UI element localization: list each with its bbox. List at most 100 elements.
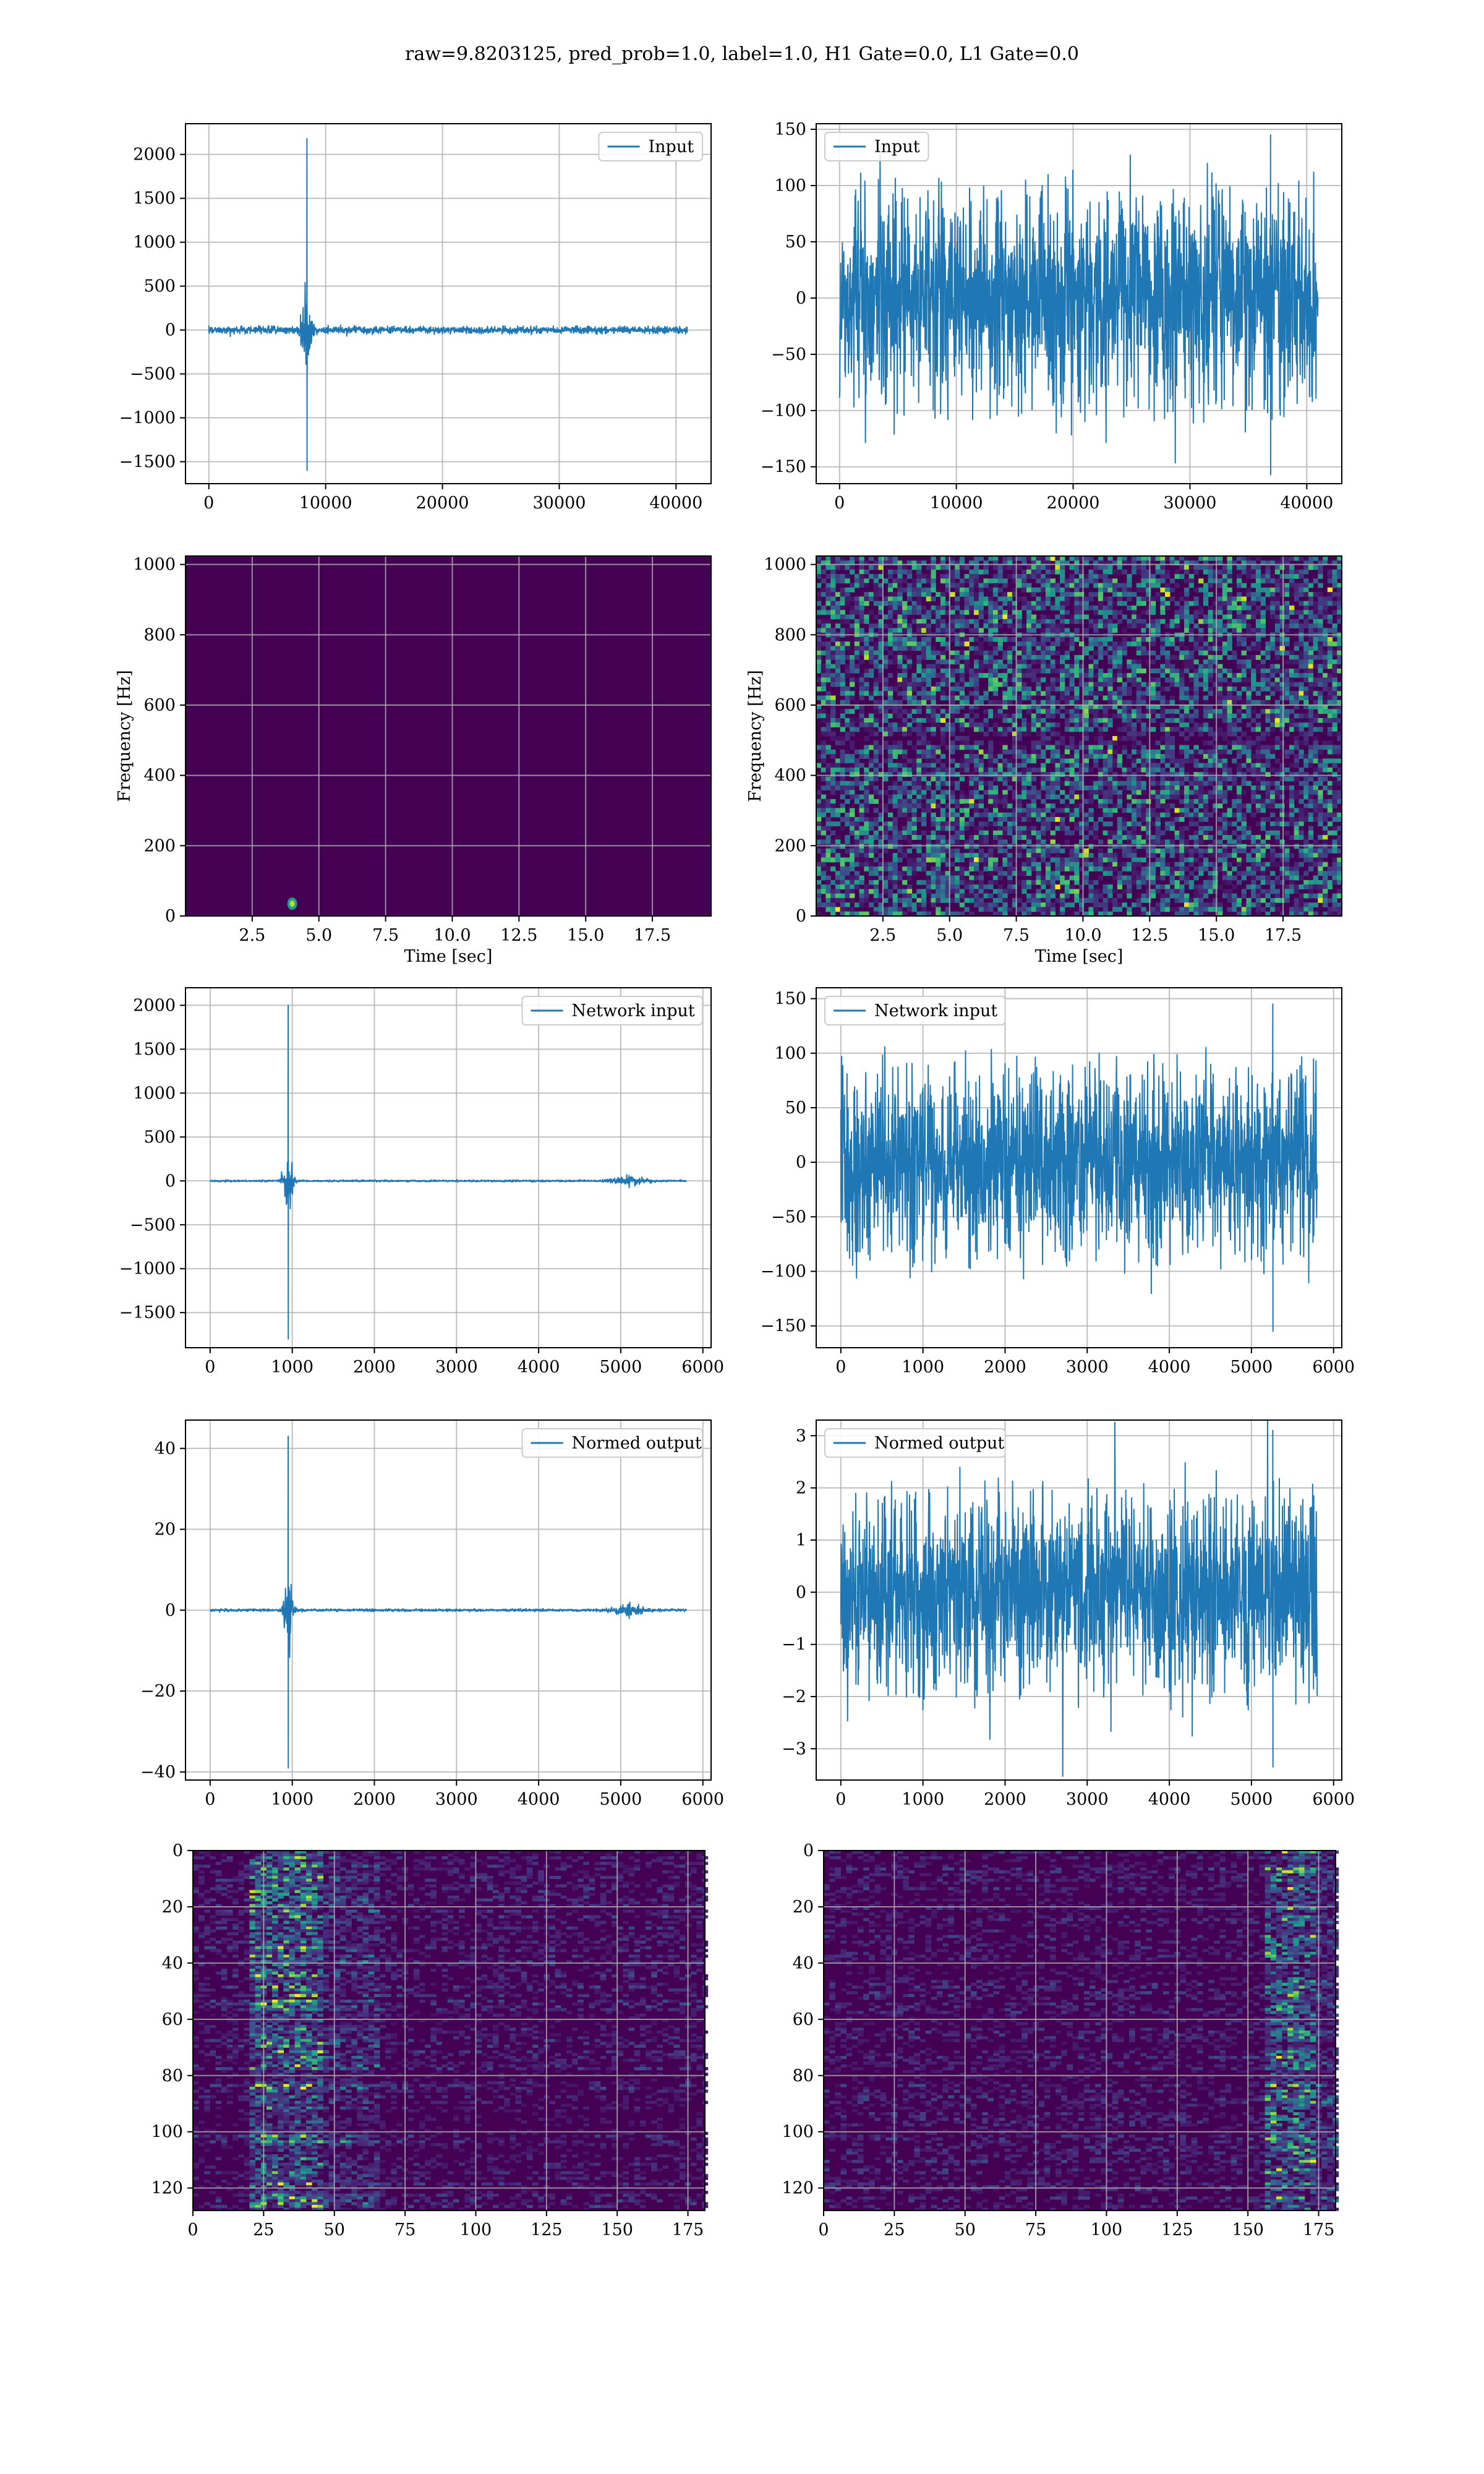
heatmap-cell <box>1026 641 1032 647</box>
heatmap-cell <box>1031 830 1037 836</box>
heatmap-cell <box>1318 614 1323 620</box>
heatmap-cell <box>1060 560 1065 566</box>
heatmap-cell <box>902 830 908 836</box>
heatmap-cell <box>1323 601 1328 606</box>
heatmap-cell <box>1017 686 1022 691</box>
heatmap-cell <box>1198 781 1204 786</box>
heatmap-cell <box>983 565 989 570</box>
heatmap-cell <box>1141 767 1146 773</box>
heatmap-cell <box>1274 709 1281 714</box>
heatmap-cell <box>1303 578 1309 584</box>
heatmap-cell <box>1237 717 1242 723</box>
heatmap-cell <box>878 816 884 822</box>
heatmap-cell <box>978 749 984 755</box>
heatmap-cell <box>1327 695 1333 701</box>
heatmap-cell <box>845 717 850 723</box>
heatmap-cell <box>1251 772 1256 777</box>
heatmap-cell <box>1227 682 1232 687</box>
heatmap-cell <box>997 754 1003 759</box>
heatmap-cell <box>1203 700 1209 705</box>
heatmap-cell <box>1203 565 1209 570</box>
heatmap-cell <box>1093 592 1099 597</box>
heatmap-cell <box>1289 565 1295 570</box>
heatmap-cell <box>1150 853 1156 858</box>
heatmap-cell <box>1069 816 1075 822</box>
heatmap-cell <box>1031 700 1037 705</box>
heatmap-cell <box>1188 803 1195 808</box>
heatmap-cell <box>825 767 831 773</box>
heatmap-cell <box>840 659 845 665</box>
heatmap-cell <box>1318 758 1323 764</box>
heatmap-cell <box>1102 772 1108 777</box>
heatmap-cell <box>1146 758 1151 764</box>
heatmap-cell <box>1107 578 1113 584</box>
heatmap-cell <box>1217 798 1223 804</box>
x-tick-label: 20000 <box>416 494 469 513</box>
heatmap-cell <box>1169 677 1175 683</box>
heatmap-cell <box>955 848 960 854</box>
heatmap-cell <box>1279 727 1285 732</box>
heatmap-cell <box>1241 664 1247 669</box>
heatmap-cell <box>1203 812 1209 818</box>
heatmap-cell <box>1112 583 1118 588</box>
heatmap-cell <box>1188 727 1195 732</box>
heatmap-cell <box>883 808 889 813</box>
heatmap-cell <box>1327 731 1333 737</box>
heatmap-cell <box>1021 578 1027 584</box>
heatmap-cell <box>1318 641 1323 647</box>
heatmap-cell <box>850 587 855 593</box>
heatmap-cell <box>1165 740 1171 746</box>
heatmap-cell <box>1303 839 1309 845</box>
heatmap-cell <box>1069 664 1075 669</box>
heatmap-cell <box>878 673 884 678</box>
heatmap-cell <box>887 745 893 750</box>
heatmap-cell <box>1284 754 1290 759</box>
heatmap-cell <box>1327 673 1333 678</box>
heatmap-cell <box>1031 668 1037 674</box>
heatmap-cell <box>1308 650 1314 656</box>
heatmap-cell <box>1246 830 1252 836</box>
heatmap-cell <box>1122 808 1127 813</box>
heatmap-cell <box>1079 727 1085 732</box>
heatmap-cell <box>1237 736 1242 741</box>
heatmap-cell <box>1050 668 1055 674</box>
heatmap-cell <box>992 803 999 808</box>
heatmap-cell <box>864 641 869 647</box>
heatmap-cell <box>950 722 955 728</box>
heatmap-cell <box>1021 785 1027 790</box>
heatmap-cell <box>1274 596 1281 602</box>
heatmap-cell <box>969 560 974 566</box>
heatmap-cell <box>1041 691 1046 696</box>
heatmap-cell <box>983 812 989 818</box>
heatmap-cell <box>845 781 850 786</box>
heatmap-cell <box>964 695 970 701</box>
heatmap-cell <box>1012 682 1018 687</box>
heatmap-cell <box>1017 596 1022 602</box>
heatmap-cell <box>955 798 960 804</box>
heatmap-cell <box>992 618 999 624</box>
heatmap-cell <box>1146 821 1151 827</box>
heatmap-cell <box>859 659 864 665</box>
heatmap-cell <box>1041 614 1046 620</box>
heatmap-cell <box>1117 830 1123 836</box>
heatmap-cell <box>1165 556 1171 561</box>
heatmap-cell <box>1246 767 1252 773</box>
heatmap-cell <box>1298 772 1304 777</box>
heatmap-cell <box>1064 641 1070 647</box>
heatmap-cell <box>1222 596 1228 602</box>
heatmap-cell <box>1169 844 1175 849</box>
heatmap-cell <box>1002 655 1008 660</box>
heatmap-cell <box>1107 682 1113 687</box>
heatmap-cell <box>1093 754 1099 759</box>
heatmap-cell <box>1107 565 1113 570</box>
heatmap-cell <box>1155 583 1161 588</box>
heatmap-cell <box>1251 682 1256 687</box>
heatmap-cell <box>864 830 869 836</box>
heatmap-cell <box>1017 695 1022 701</box>
heatmap-cell <box>974 826 979 831</box>
heatmap-cell <box>1060 623 1065 628</box>
heatmap-cell <box>1088 641 1094 647</box>
heatmap-cell <box>950 808 955 813</box>
heatmap-cell <box>902 691 908 696</box>
heatmap-cell <box>945 610 950 615</box>
